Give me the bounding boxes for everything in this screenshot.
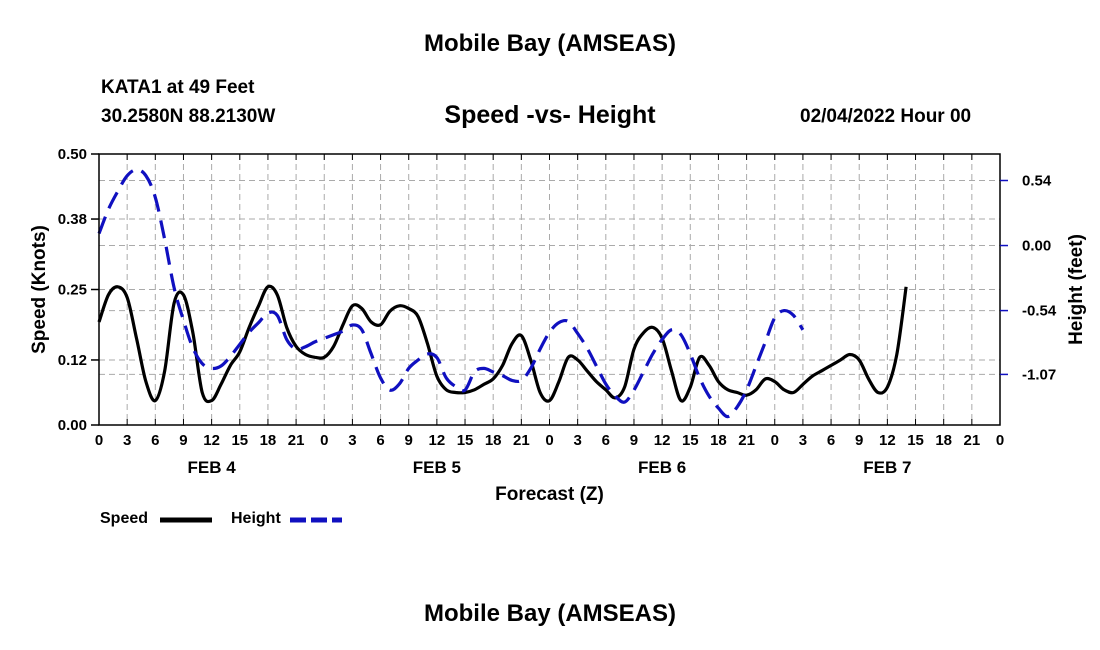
x-tick-label: 15 [457,432,474,449]
x-tick-label: 12 [203,432,220,449]
chart-series [97,168,908,419]
day-label: FEB 7 [863,458,911,477]
y-tick-label: 0.50 [58,146,87,163]
chart-title: Mobile Bay (AMSEAS) [423,30,677,57]
x-tick-label: 6 [151,432,159,449]
y-tick-label: 0.25 [58,282,87,299]
station-label: KATA1 at 49 Feet [101,77,255,98]
x-tick-label: 18 [260,432,277,449]
y2-tick-label: 0.54 [1022,172,1052,189]
speed-series-line [97,284,908,404]
x-tick-label: 12 [879,432,896,449]
y-tick-label: 0.12 [58,352,87,369]
x-tick-label: 9 [179,432,187,449]
y2-tick-label: -1.07 [1022,366,1056,383]
x-tick-label: 15 [907,432,924,449]
x-tick-label: 0 [320,432,328,449]
y2-tick-label: 0.00 [1022,238,1051,255]
y-tick-label: 0.38 [58,211,87,228]
chart-subtitle: Speed -vs- Height [444,101,656,129]
x-tick-label: 9 [630,432,638,449]
x-tick-label: 15 [682,432,699,449]
x-tick-label: 0 [545,432,553,449]
x-tick-label: 21 [288,432,305,449]
x-tick-label: 15 [231,432,248,449]
x-tick-label: 3 [799,432,807,449]
y-axis-label: Speed (Knots) [29,225,50,354]
x-tick-label: 0 [996,432,1004,449]
legend-speed-label: Speed [100,510,149,527]
day-label: FEB 4 [188,458,237,477]
x-tick-label: 21 [738,432,755,449]
x-tick-label: 6 [827,432,835,449]
x-tick-label: 3 [123,432,131,449]
grid-lines [99,154,1000,425]
height-series-line [97,168,805,419]
x-tick-label: 9 [855,432,863,449]
x-tick-label: 3 [573,432,581,449]
x-tick-label: 0 [95,432,103,449]
chart-axes: 0 3 6 9 12 15 18 21 0 3 6 9 12 15 18 21 0 3 6 9 12 15 18 21 0 3 6 9… [29,146,1087,505]
x-tick-label: 12 [654,432,671,449]
day-label: FEB 6 [638,458,686,477]
y-tick-label: 0.00 [58,417,87,434]
y2-tick-label: -0.54 [1022,303,1057,320]
x-axis-label: Forecast (Z) [495,484,604,505]
x-tick-label: 18 [935,432,952,449]
x-tick-label: 21 [964,432,981,449]
x-tick-label: 9 [405,432,413,449]
x-tick-label: 6 [602,432,610,449]
x-tick-label: 12 [429,432,446,449]
x-tick-label: 6 [376,432,384,449]
x-tick-label: 3 [348,432,356,449]
x-tick-label: 18 [710,432,727,449]
x-tick-label: 18 [485,432,502,449]
station-coordinates: 30.2580N 88.2130W [101,106,276,127]
x-tick-label: 21 [513,432,530,449]
forecast-datetime: 02/04/2022 Hour 00 [800,106,972,127]
legend-height-label: Height [231,510,281,527]
footer-title: Mobile Bay (AMSEAS) [423,600,677,627]
y2-axis-label: Height (feet) [1066,234,1087,345]
day-label: FEB 5 [413,458,461,477]
x-tick-label: 0 [771,432,779,449]
